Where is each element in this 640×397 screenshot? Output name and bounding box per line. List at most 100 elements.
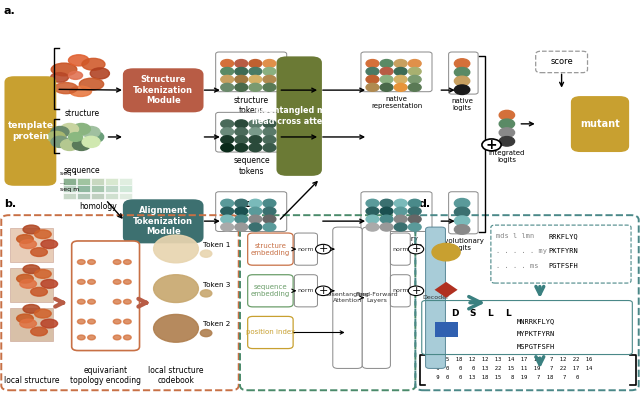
Text: MNRRKFLYQ: MNRRKFLYQ [516,318,555,325]
Circle shape [200,290,212,297]
Circle shape [124,279,131,284]
Circle shape [235,67,248,75]
Bar [119,178,132,185]
Circle shape [61,123,79,135]
Text: template
protein: template protein [8,121,53,141]
Circle shape [408,244,424,254]
Text: . . . . . my: . . . . . my [496,248,547,254]
Text: +: + [412,286,420,296]
Circle shape [124,260,131,264]
Text: 9  0   0   0  13  22  15  11  19   7  22  17  14: 9 0 0 0 13 22 15 11 19 7 22 17 14 [433,366,593,371]
Circle shape [154,275,198,303]
Circle shape [124,299,131,304]
Circle shape [454,59,470,68]
FancyBboxPatch shape [390,233,410,265]
Text: disentangled multi-
head cross attention: disentangled multi- head cross attention [252,106,346,126]
Text: +: + [101,277,110,287]
Circle shape [221,67,234,75]
Text: mds l lmn: mds l lmn [496,233,534,239]
Circle shape [221,223,234,231]
Ellipse shape [23,225,40,234]
Circle shape [366,207,379,215]
Ellipse shape [70,86,92,96]
Text: MSPGTFSFH: MSPGTFSFH [516,344,555,350]
Ellipse shape [35,230,51,239]
Text: structure
tokens: structure tokens [234,96,269,116]
Circle shape [113,260,121,264]
Ellipse shape [90,68,109,79]
Circle shape [394,67,407,75]
Text: norm: norm [298,288,314,293]
Circle shape [482,139,501,151]
Circle shape [221,120,234,128]
Bar [10,268,53,302]
Circle shape [263,120,276,128]
Circle shape [249,128,262,136]
Circle shape [200,250,212,257]
Bar [63,178,76,185]
Circle shape [235,128,248,136]
Circle shape [380,75,393,83]
Ellipse shape [68,71,83,79]
Circle shape [235,144,248,152]
Text: a.: a. [3,6,15,16]
Circle shape [380,207,393,215]
Text: +: + [412,244,420,254]
Circle shape [263,136,276,144]
Circle shape [113,335,121,340]
Circle shape [499,119,515,129]
Text: norm: norm [298,247,314,252]
Circle shape [77,279,85,284]
Circle shape [408,286,424,295]
Bar [91,178,104,185]
Circle shape [113,279,121,284]
Circle shape [235,75,248,83]
Circle shape [263,128,276,136]
Ellipse shape [35,270,51,278]
Ellipse shape [17,314,33,323]
Circle shape [249,120,262,128]
Text: mutant: mutant [580,119,620,129]
Circle shape [380,199,393,207]
Circle shape [86,131,104,143]
Circle shape [249,199,262,207]
Text: S: S [469,309,476,318]
Circle shape [263,223,276,231]
Circle shape [235,207,248,215]
Text: d.: d. [419,199,431,209]
Circle shape [51,136,69,147]
Circle shape [77,299,85,304]
FancyBboxPatch shape [333,227,362,368]
Circle shape [47,131,65,143]
Ellipse shape [41,279,58,288]
Circle shape [249,75,262,83]
Bar [435,322,458,337]
Text: Structure
Tokenization
Module: Structure Tokenization Module [133,75,193,105]
Circle shape [394,207,407,215]
Circle shape [499,128,515,137]
Circle shape [113,319,121,324]
Circle shape [263,60,276,67]
Text: PGTFSFH: PGTFSFH [548,263,578,269]
Circle shape [394,83,407,91]
Text: Decoder: Decoder [422,295,449,300]
Circle shape [454,67,470,77]
Circle shape [454,207,470,217]
Text: sequence: sequence [63,166,100,175]
Ellipse shape [68,55,89,66]
Circle shape [380,215,393,223]
Circle shape [394,60,407,67]
Text: evolutionary
representation: evolutionary representation [371,236,422,249]
Circle shape [221,144,234,152]
Text: c.: c. [243,199,254,209]
Text: seq m: seq m [60,187,79,192]
Circle shape [499,110,515,120]
Circle shape [408,75,421,83]
Circle shape [77,335,85,340]
Circle shape [408,60,421,67]
Text: structure: structure [65,109,99,118]
Circle shape [454,85,470,94]
Circle shape [366,75,379,83]
FancyBboxPatch shape [72,241,140,351]
Circle shape [366,83,379,91]
